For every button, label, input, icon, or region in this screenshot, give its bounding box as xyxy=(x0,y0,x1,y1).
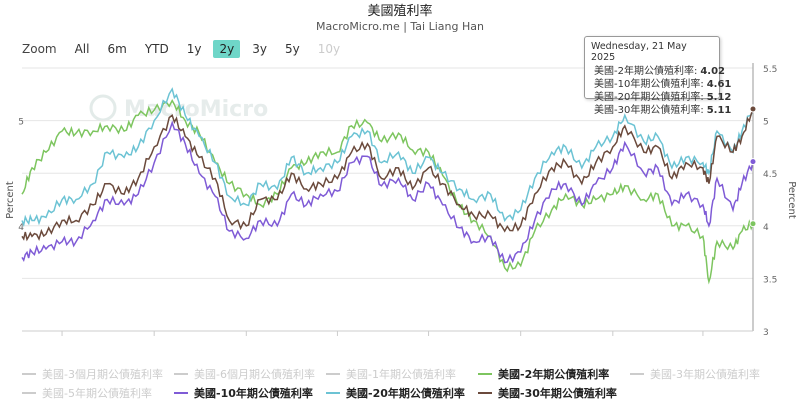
legend-item-20y[interactable]: 美國-20年期公債殖利率 xyxy=(326,385,465,401)
legend-swatch xyxy=(630,373,644,375)
legend-item-1y[interactable]: 美國-1年期公債殖利率 xyxy=(326,366,456,382)
legend-swatch xyxy=(22,392,36,394)
chart-subtitle: MacroMicro.me | Tai Liang Han xyxy=(316,20,484,33)
zoom-label: Zoom xyxy=(22,42,57,56)
chart-title: 美國殖利率 xyxy=(367,4,433,19)
zoom-3y-button[interactable]: 3y xyxy=(252,42,267,56)
tooltip-value: 4.02 xyxy=(700,66,726,77)
legend-swatch xyxy=(326,392,340,394)
y-axis-label-right: Percent xyxy=(786,181,797,219)
series-line-2[interactable] xyxy=(21,87,754,228)
y-tick-label-right: 4 xyxy=(763,223,769,233)
tooltip-date: Wednesday, 21 May 2025 xyxy=(591,41,687,63)
legend-label: 美國-5年期公債殖利率 xyxy=(42,387,152,400)
legend-item-5y[interactable]: 美國-5年期公債殖利率 xyxy=(22,385,152,401)
series-line-0[interactable] xyxy=(21,99,754,285)
zoom-5y-button[interactable]: 5y xyxy=(284,42,300,56)
tooltip-row: 美國-30年期公債殖利率: 5.11 xyxy=(591,104,731,117)
zoom-2y-button[interactable]: 2y xyxy=(213,40,241,58)
legend-label: 美國-6個月期公債殖利率 xyxy=(194,368,315,381)
y-tick-label-right: 3.5 xyxy=(763,275,777,285)
y-axis-label-left: Percent xyxy=(5,181,16,219)
tooltip-label: 美國-2年期公債殖利率: xyxy=(594,66,698,77)
zoom-all-button[interactable]: All xyxy=(74,42,90,56)
legend-swatch xyxy=(174,392,188,394)
legend-item-10y[interactable]: 美國-10年期公債殖利率 xyxy=(174,385,313,401)
zoom-ytd-button[interactable]: YTD xyxy=(144,42,169,56)
legend-item-2y[interactable]: 美國-2年期公債殖利率 xyxy=(478,366,609,382)
zoom-6m-button[interactable]: 6m xyxy=(107,42,127,56)
hover-point-3 xyxy=(749,105,757,113)
watermark-text: MacroMicro xyxy=(124,97,268,122)
zoom-bar: Zoom All 6m YTD 1y 2y 3y 5y 10y xyxy=(22,40,352,58)
hover-point-1 xyxy=(749,158,757,166)
y-tick-label-left: 5 xyxy=(18,118,24,128)
zoom-1y-button[interactable]: 1y xyxy=(186,42,202,56)
legend-label: 美國-20年期公債殖利率 xyxy=(346,387,465,400)
tooltip-label: 美國-10年期公債殖利率: xyxy=(594,79,704,90)
legend-label: 美國-10年期公債殖利率 xyxy=(194,387,313,400)
legend-swatch xyxy=(174,373,188,375)
tooltip-label: 美國-20年期公債殖利率: xyxy=(594,92,704,103)
tooltip-value: 4.61 xyxy=(706,79,732,90)
legend-swatch xyxy=(22,373,36,375)
tooltip-value: 5.11 xyxy=(706,105,732,116)
legend-item-30y[interactable]: 美國-30年期公債殖利率 xyxy=(478,385,617,401)
tooltip-label: 美國-30年期公債殖利率: xyxy=(594,105,704,116)
series-line-3[interactable] xyxy=(21,108,754,242)
zoom-10y-button: 10y xyxy=(317,42,341,56)
tooltip-value: 5.12 xyxy=(706,92,732,103)
legend-item-3m[interactable]: 美國-3個月期公債殖利率 xyxy=(22,366,163,382)
legend-item-6m[interactable]: 美國-6個月期公債殖利率 xyxy=(174,366,315,382)
legend-label: 美國-30年期公債殖利率 xyxy=(498,387,617,400)
y-tick-label-right: 5.5 xyxy=(763,65,777,75)
y-tick-label-right: 5 xyxy=(763,118,769,128)
y-tick-label-right: 3 xyxy=(763,328,769,338)
legend-label: 美國-3個月期公債殖利率 xyxy=(42,368,163,381)
legend-label: 美國-1年期公債殖利率 xyxy=(346,368,456,381)
y-tick-label-right: 4.5 xyxy=(763,170,777,180)
tooltip-row: 美國-10年期公債殖利率: 4.61 xyxy=(591,78,731,91)
series-line-1[interactable] xyxy=(21,120,754,264)
legend-swatch xyxy=(478,392,492,394)
tooltip-row: 美國-2年期公債殖利率: 4.02 xyxy=(591,65,725,78)
legend-item-3y[interactable]: 美國-3年期公債殖利率 xyxy=(630,366,760,382)
legend-swatch xyxy=(326,373,340,375)
y-tick-label-left: 4 xyxy=(18,223,24,233)
legend-label: 美國-2年期公債殖利率 xyxy=(498,368,610,381)
legend-label: 美國-3年期公債殖利率 xyxy=(650,368,760,381)
tooltip: Wednesday, 21 May 2025 美國-2年期公債殖利率: 4.02… xyxy=(584,36,731,116)
hover-point-0 xyxy=(749,220,757,228)
tooltip-row: 美國-20年期公債殖利率: 5.12 xyxy=(591,91,731,104)
legend-swatch xyxy=(478,373,492,375)
